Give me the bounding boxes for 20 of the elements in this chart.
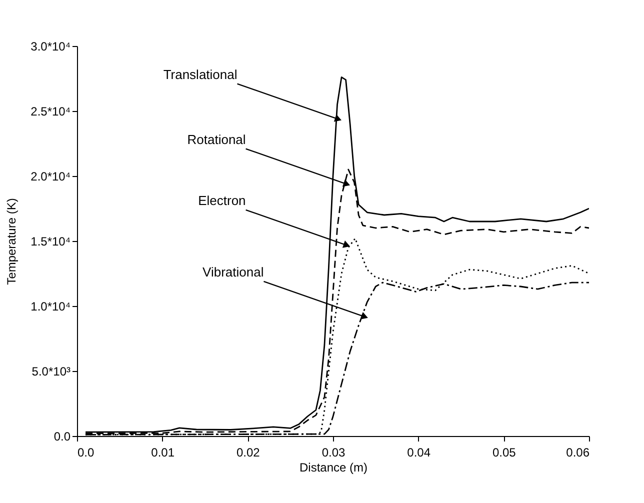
x-axis-title: Distance (m): [299, 460, 368, 474]
y-tick-label: 3.0*10⁴: [30, 40, 70, 54]
annotation: Rotational: [187, 132, 246, 147]
x-tick-label: 0.06: [566, 446, 590, 460]
y-tick-label: 1.5*10⁴: [30, 234, 70, 248]
x-tick-label: 0.04: [407, 446, 431, 460]
y-tick-label: 2.0*10⁴: [30, 170, 70, 184]
y-tick-label: 2.5*10⁴: [30, 104, 70, 118]
y-axis-title: Temperature (K): [4, 198, 19, 285]
x-tick-label: 0.02: [236, 446, 260, 460]
y-tick-label: 1.0*10⁴: [30, 300, 70, 314]
annotation: Translational: [163, 66, 238, 82]
x-tick-label: 0.03: [322, 446, 346, 460]
y-tick-label: 5.0*10³: [32, 364, 70, 378]
annotation: Electron: [198, 192, 246, 208]
y-tick-label: 0.0: [54, 430, 71, 444]
annotation: Vibrational: [202, 264, 264, 280]
x-tick-label: 0.0: [78, 446, 95, 460]
x-tick-label: 0.05: [492, 446, 516, 460]
x-tick-label: 0.01: [151, 446, 175, 460]
